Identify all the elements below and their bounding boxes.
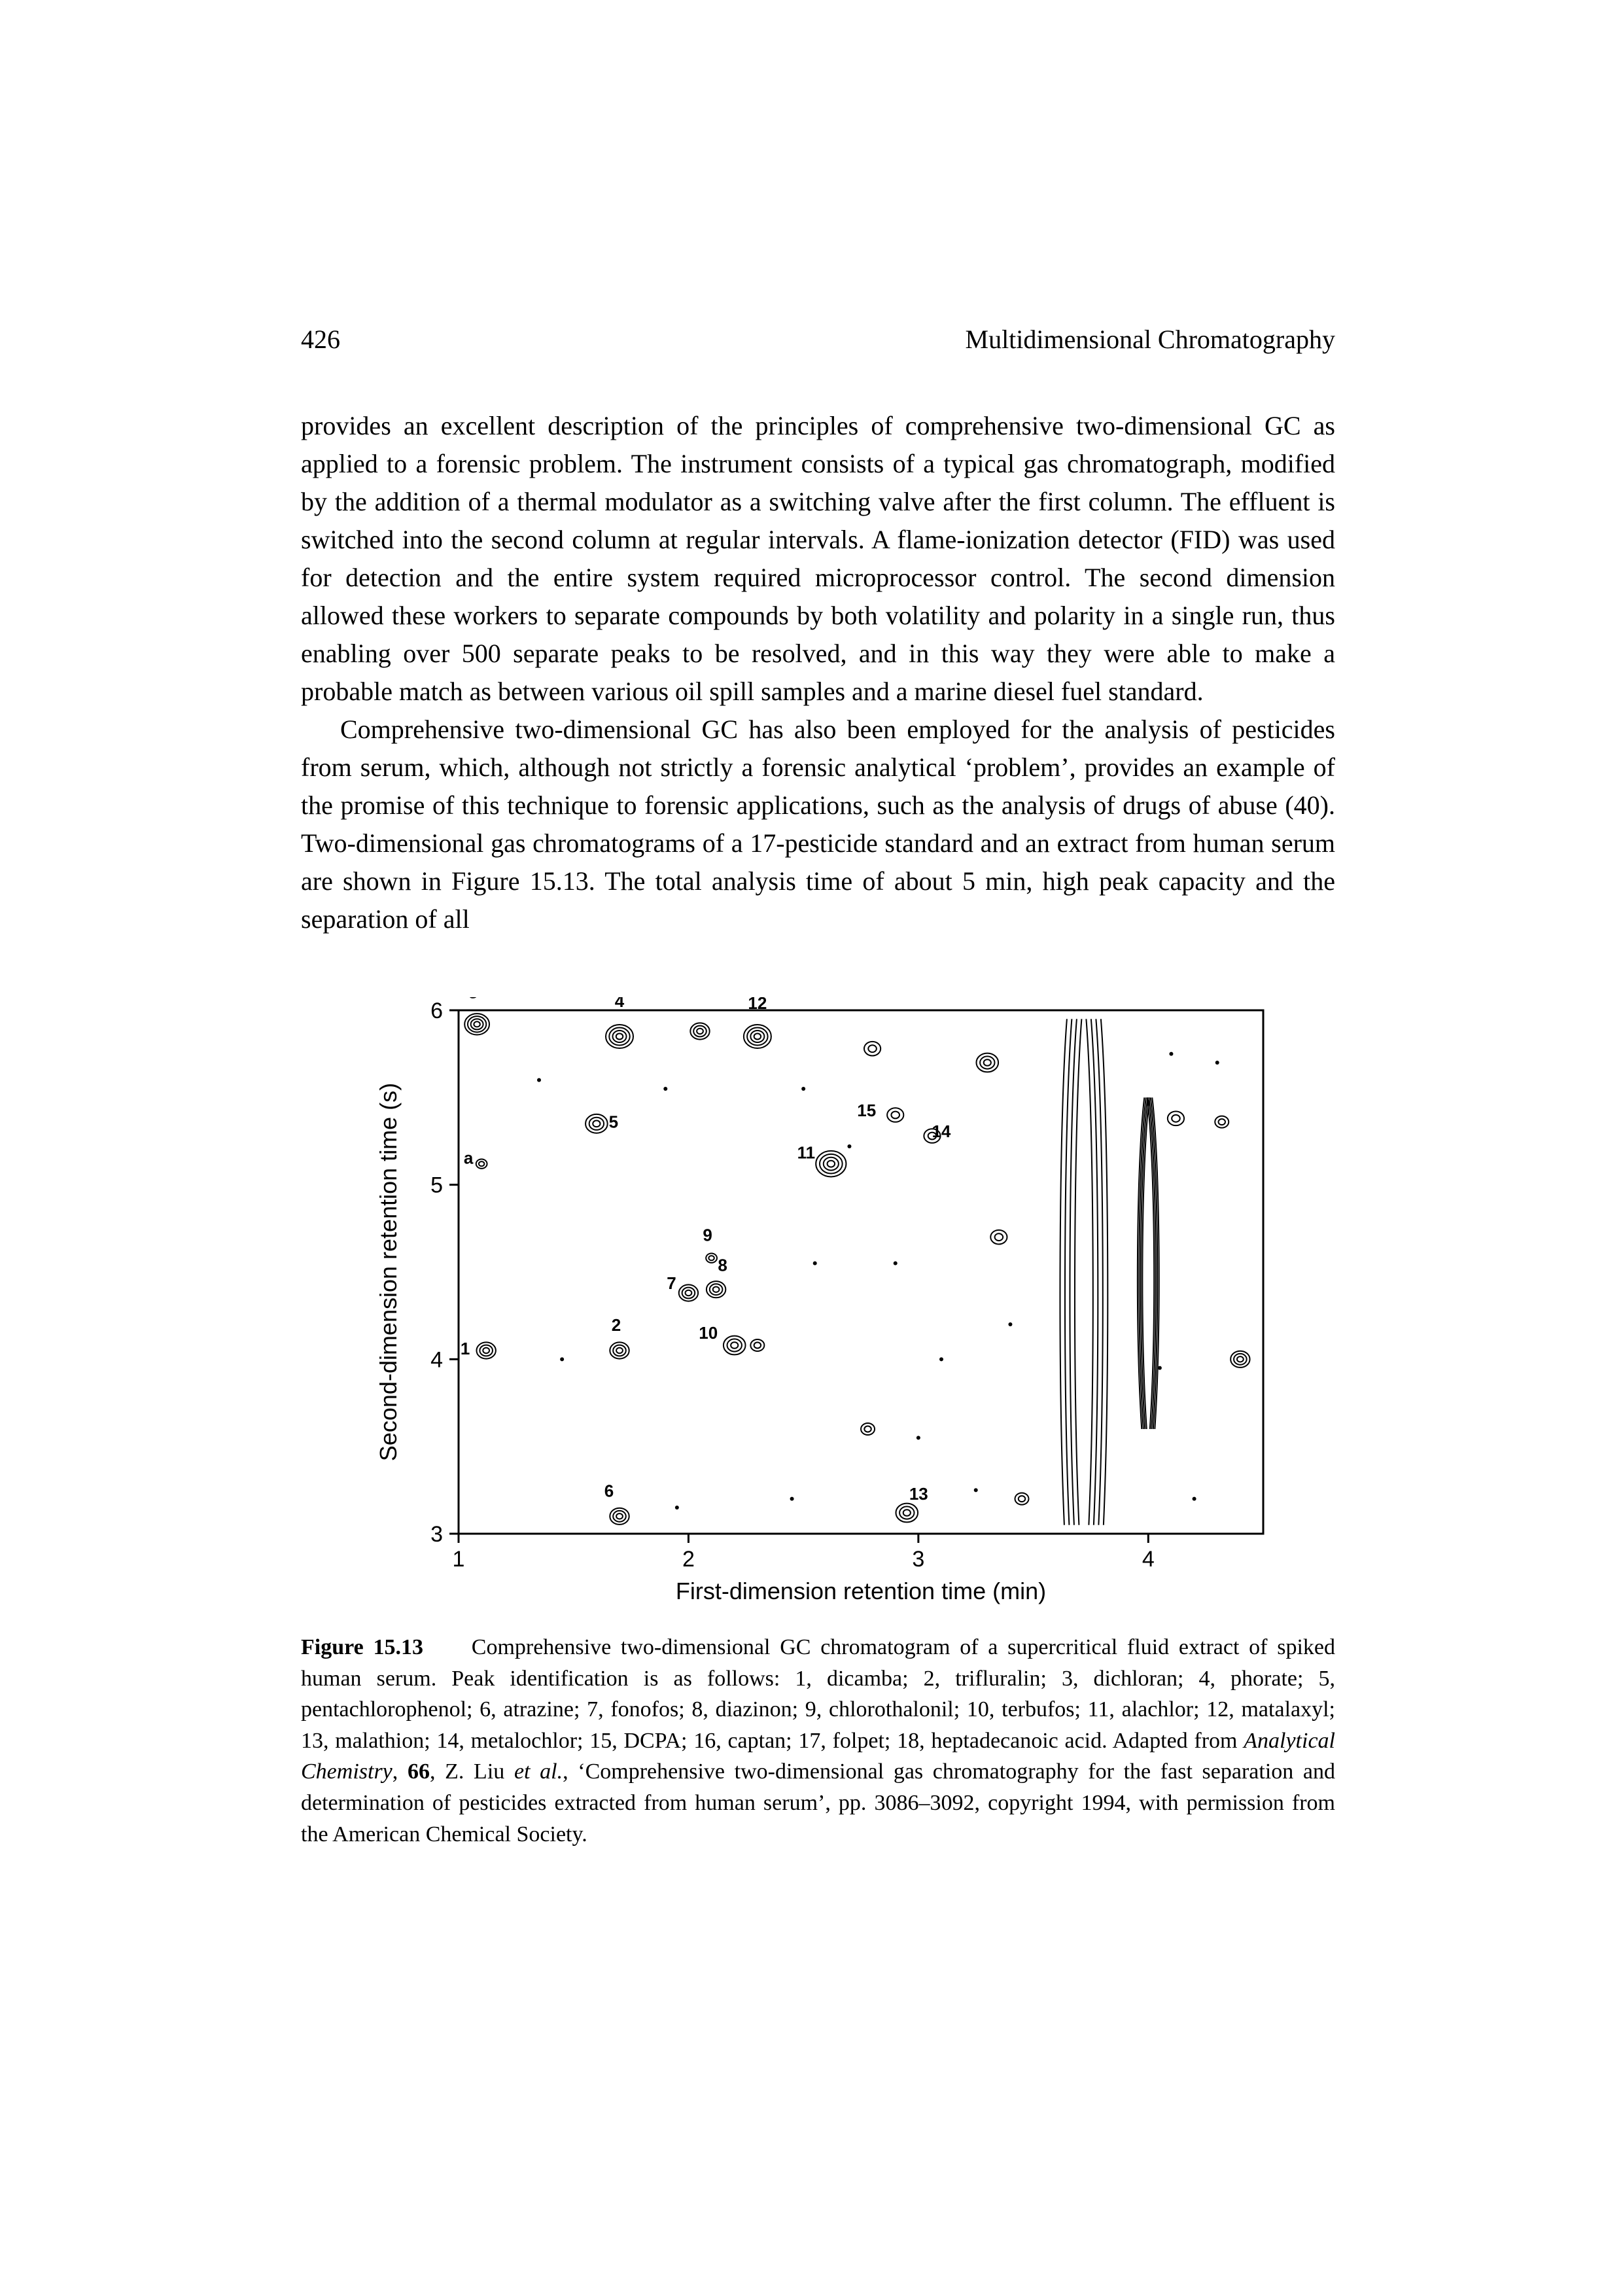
svg-text:Second-dimension retention tim: Second-dimension retention time (s) [375, 1083, 402, 1461]
body-text: provides an excellent description of the… [301, 407, 1335, 938]
gc2d-chart: 12343456First-dimension retention time (… [360, 997, 1276, 1612]
figure-block: 12343456First-dimension retention time (… [301, 997, 1335, 1850]
caption-after-source: , [393, 1759, 408, 1784]
chart-container: 12343456First-dimension retention time (… [360, 997, 1276, 1612]
figure-label: Figure 15.13 [301, 1635, 423, 1659]
page-number: 426 [301, 324, 340, 355]
svg-text:2: 2 [682, 1547, 694, 1572]
svg-text:13: 13 [909, 1484, 928, 1504]
svg-text:5: 5 [430, 1173, 443, 1198]
svg-text:15: 15 [857, 1101, 876, 1120]
svg-text:10: 10 [699, 1323, 718, 1343]
svg-text:1: 1 [460, 1339, 469, 1358]
paragraph-1: provides an excellent description of the… [301, 407, 1335, 711]
svg-text:7: 7 [667, 1273, 676, 1293]
svg-text:3: 3 [912, 1547, 924, 1572]
caption-vol: 66 [408, 1759, 430, 1784]
svg-text:4: 4 [614, 997, 624, 1011]
svg-text:6: 6 [430, 998, 443, 1023]
svg-text:14: 14 [932, 1122, 951, 1141]
page: 426 Multidimensional Chromatography prov… [0, 0, 1623, 2296]
svg-text:3: 3 [468, 997, 477, 1002]
paragraph-2: Comprehensive two-dimensional GC has als… [301, 711, 1335, 938]
svg-text:4: 4 [430, 1347, 443, 1372]
svg-text:5: 5 [608, 1112, 618, 1131]
svg-text:6: 6 [604, 1481, 613, 1500]
svg-text:3: 3 [430, 1522, 443, 1547]
svg-text:4: 4 [1142, 1547, 1154, 1572]
svg-text:12: 12 [748, 997, 767, 1013]
svg-text:11: 11 [797, 1143, 815, 1163]
figure-caption: Figure 15.13 Comprehensive two-dimension… [301, 1632, 1335, 1850]
space [433, 1635, 462, 1659]
svg-text:2: 2 [611, 1315, 620, 1335]
svg-text:9: 9 [703, 1226, 712, 1245]
running-header: 426 Multidimensional Chromatography [301, 324, 1335, 355]
caption-etal: et al. [514, 1759, 563, 1784]
svg-text:a: a [463, 1148, 473, 1168]
caption-tail: , Z. Liu [430, 1759, 514, 1784]
svg-text:First-dimension retention time: First-dimension retention time (min) [675, 1578, 1045, 1604]
running-title: Multidimensional Chromatography [966, 324, 1336, 355]
svg-text:1: 1 [452, 1547, 464, 1572]
svg-text:8: 8 [718, 1256, 727, 1275]
